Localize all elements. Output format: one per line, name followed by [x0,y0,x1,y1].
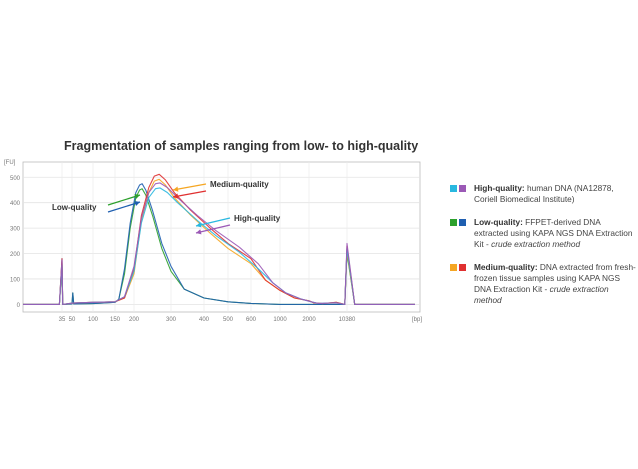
chart-title: Fragmentation of samples ranging from lo… [64,139,419,153]
axis-layer: 0 100 200 300 400 500 35 50 100 150 200 300 400 500 60… [4,160,422,323]
x-tick-label: 200 [129,317,140,323]
x-tick-label: 300 [166,317,177,323]
y-tick-label: 500 [10,176,21,182]
legend-text: Medium-quality: DNA extracted from fresh… [474,262,636,306]
annotation-arrow-high-quality [195,224,231,234]
annotation-arrow-low-quality [107,194,141,206]
medium-quality-trace-1 [23,178,415,305]
legend-text: Low-quality: FFPET-derived DNA extracted… [474,217,636,250]
legend-swatches [450,185,468,192]
legend-label: Medium-quality: [474,262,538,272]
legend-method-note: crude extraction method [491,239,581,249]
annotation-arrowhead-high-quality [196,222,202,228]
low-quality-trace-2 [23,183,415,305]
annotation-arrowhead-high-quality [196,229,202,235]
x-tick-label: 2000 [302,317,316,323]
annotation-layer: Low-quality Medium-quality High-quality [52,180,281,235]
annotation-arrow-high-quality [195,217,231,227]
legend-swatch [459,185,466,192]
x-tick-label: 100 [88,317,99,323]
legend-swatch [450,219,457,226]
legend: High-quality: human DNA (NA12878, Coriel… [450,183,636,318]
annotation-arrowhead-medium-quality [173,186,179,192]
x-tick-label: 1000 [273,317,287,323]
legend-swatch [459,264,466,271]
series-layer [23,173,415,305]
x-tick-label: 35 [59,317,66,323]
plot-frame [22,161,421,313]
legend-description: DNA extracted from fresh-frozen tissue s… [474,262,636,294]
y-tick-label: 200 [10,252,21,258]
annotation-arrowhead-medium-quality [173,193,179,199]
legend-description: FFPET-derived DNA extracted using KAPA N… [474,217,633,249]
annotation-arrowhead-low-quality [134,201,140,206]
y-axis-label: [FU] [4,160,16,166]
legend-label: High-quality: [474,183,525,193]
annotation-medium-quality: Medium-quality [210,180,269,189]
legend-text: High-quality: human DNA (NA12878, Coriel… [474,183,636,205]
x-tick-label: 150 [110,317,121,323]
legend-swatch [459,219,466,226]
legend-swatches [450,219,468,226]
high-quality-trace-2 [23,182,415,305]
legend-item-medium-quality: Medium-quality: DNA extracted from fresh… [450,262,636,306]
y-tick-label: 0 [17,303,21,309]
legend-method-note: crude extraction method [474,284,609,305]
medium-quality-trace-2 [23,173,415,305]
legend-item-low-quality: Low-quality: FFPET-derived DNA extracted… [450,217,636,250]
grid-layer [22,161,421,313]
legend-swatch [450,185,457,192]
annotation-arrow-medium-quality [172,183,207,191]
x-tick-label: 50 [69,317,76,323]
x-tick-label: 600 [246,317,257,323]
y-tick-label: 400 [10,201,21,207]
x-tick-label: 400 [199,317,210,323]
x-tick-label: 10380 [339,317,356,323]
legend-description: human DNA (NA12878, Coriell Biomedical I… [474,183,614,204]
x-axis-label: [bp] [412,317,422,323]
y-tick-label: 300 [10,227,21,233]
legend-item-high-quality: High-quality: human DNA (NA12878, Coriel… [450,183,636,205]
annotation-arrowhead-low-quality [134,194,140,199]
annotation-arrow-medium-quality [172,190,207,198]
annotation-arrow-low-quality [107,201,141,213]
legend-swatch [450,264,457,271]
legend-label: Low-quality: [474,217,523,227]
x-tick-label: 500 [223,317,234,323]
annotation-low-quality: Low-quality [52,203,97,212]
y-tick-label: 100 [10,277,21,283]
legend-swatches [450,264,468,271]
annotation-high-quality: High-quality [234,214,281,223]
